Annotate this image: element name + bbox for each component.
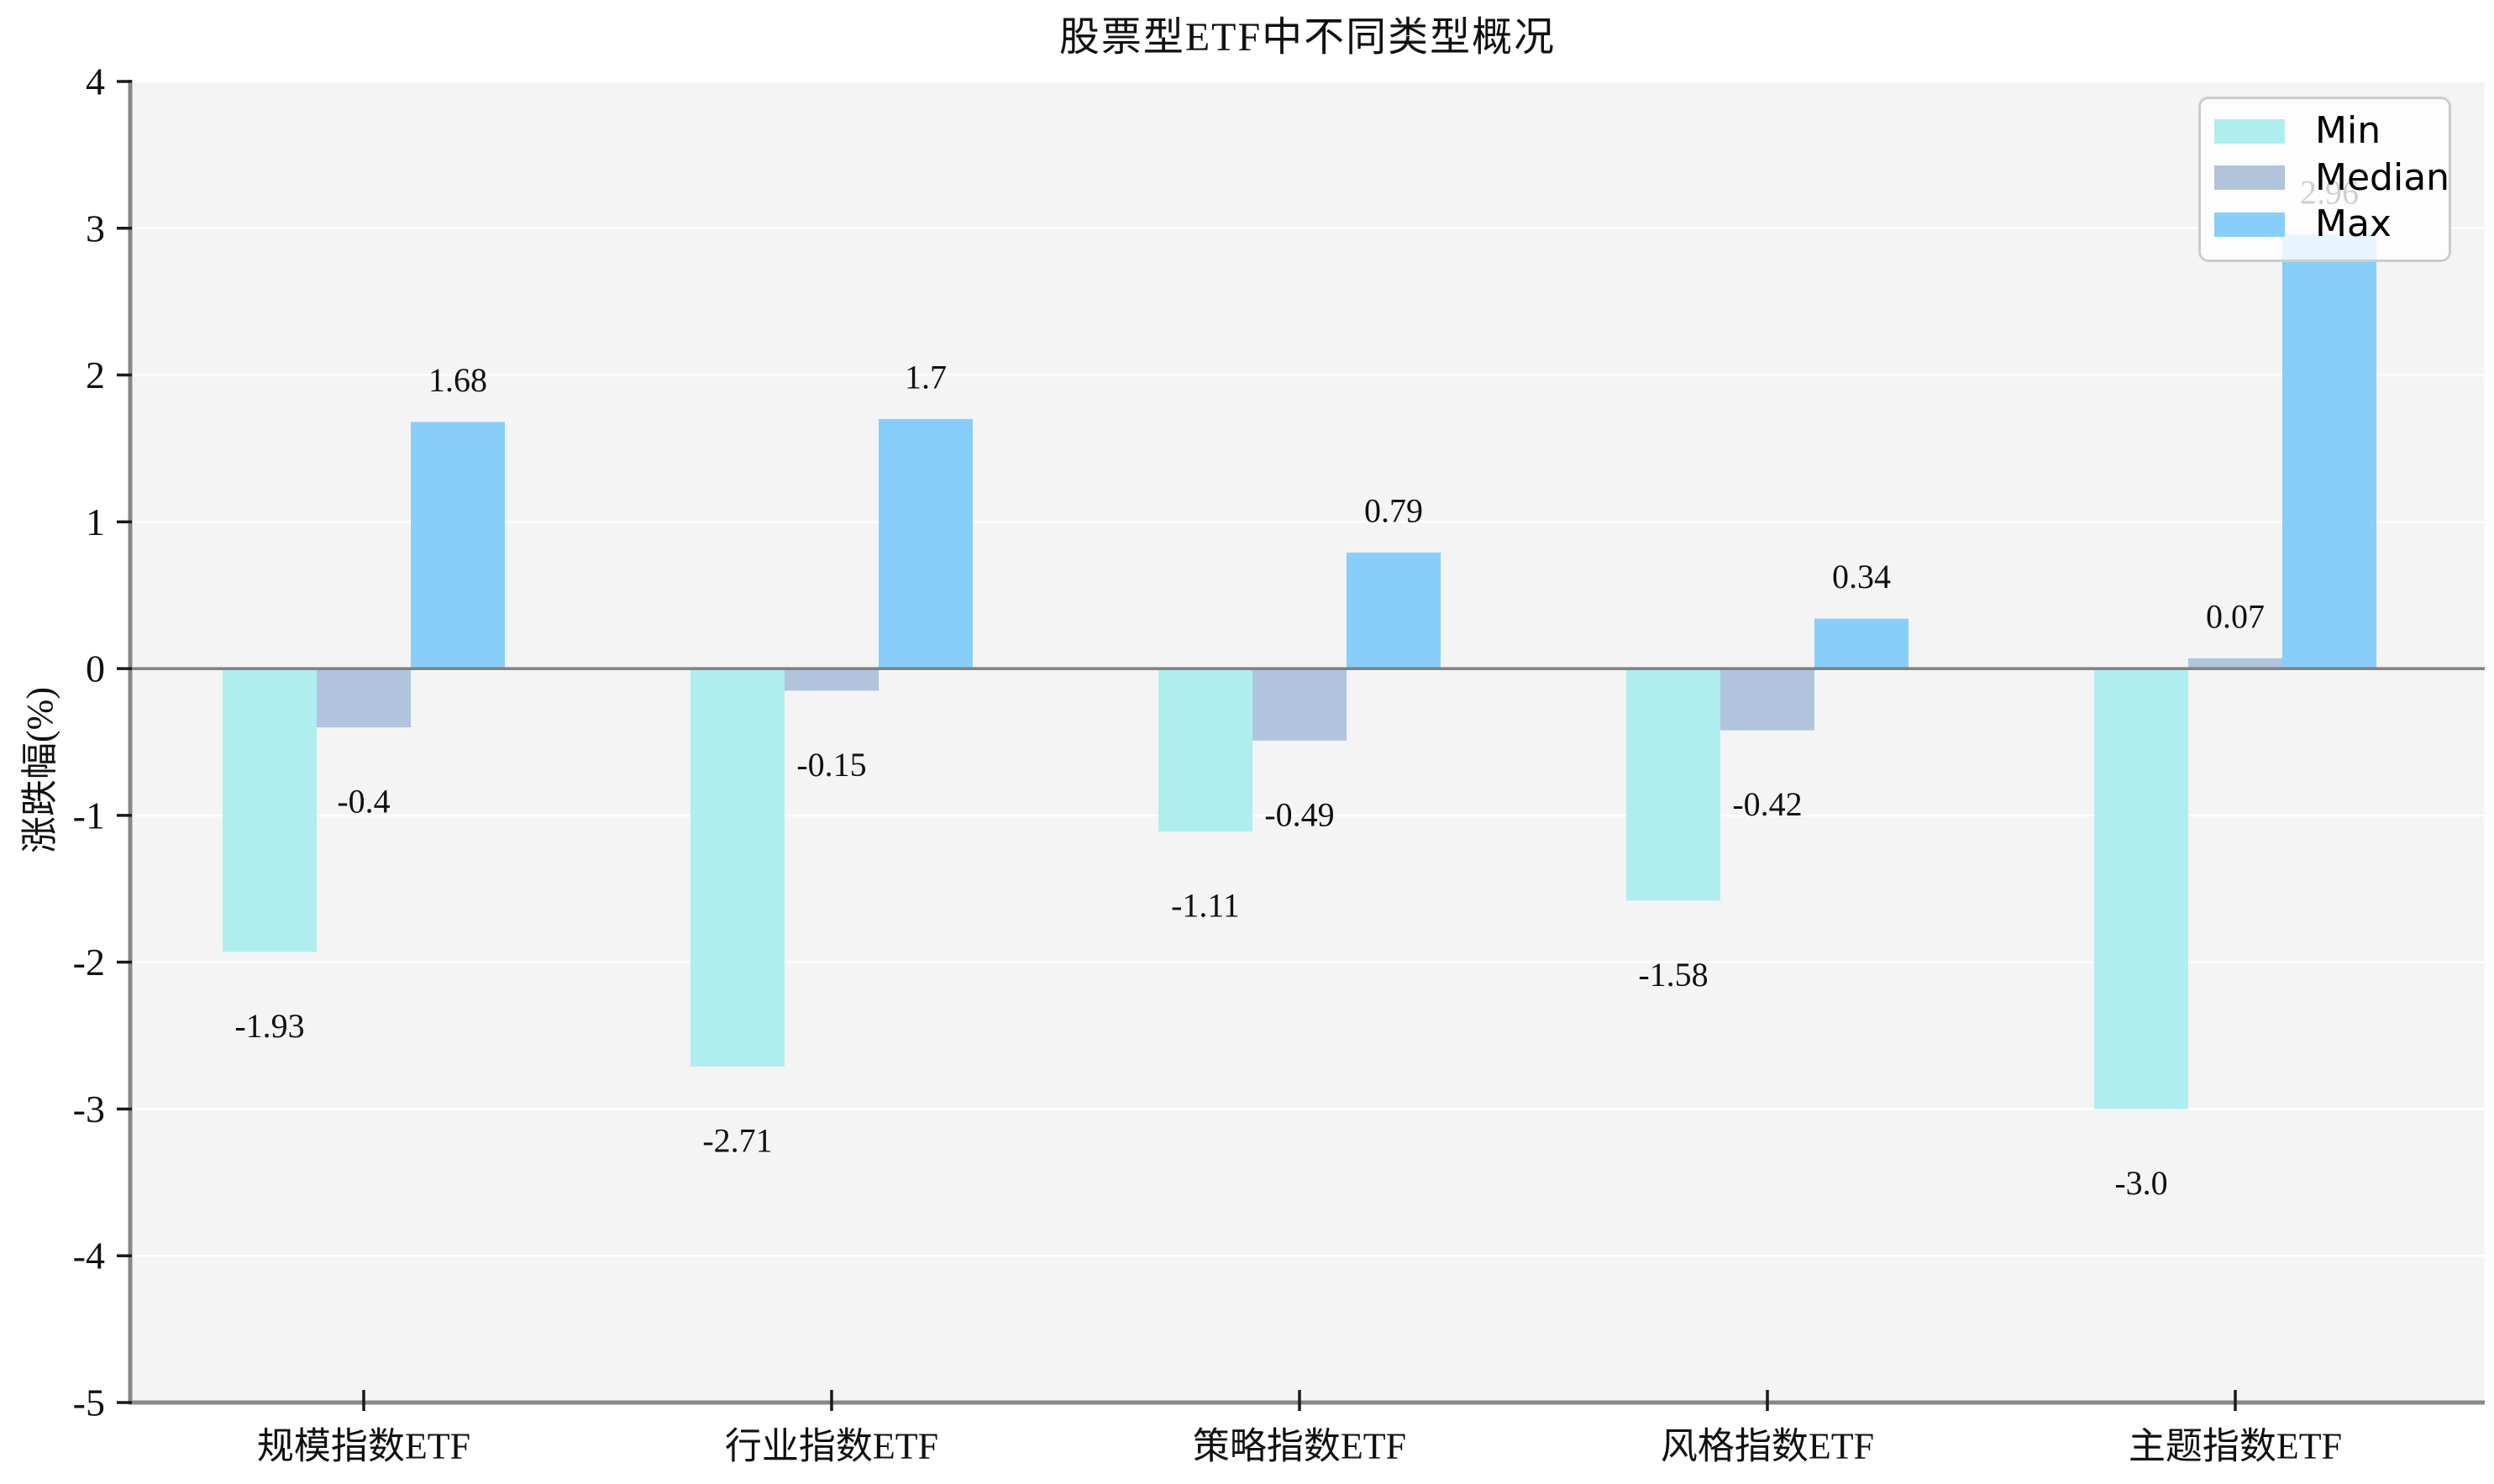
chart-title: 股票型ETF中不同类型概况 bbox=[1058, 15, 1557, 60]
legend-label-min: Min bbox=[2315, 109, 2381, 152]
y-tick-label-2: 2 bbox=[86, 354, 105, 396]
x-tick-label-2: 策略指数ETF bbox=[1193, 1426, 1406, 1467]
y-tick-label--1: -1 bbox=[73, 794, 105, 836]
bar-value-label-min-1: -2.71 bbox=[702, 1121, 772, 1159]
legend-label-max: Max bbox=[2315, 202, 2392, 245]
bar-min-3 bbox=[1626, 669, 1720, 901]
bar-max-2 bbox=[1347, 553, 1441, 669]
bar-value-label-max-3: 0.34 bbox=[1832, 558, 1891, 595]
legend-item-median: Median bbox=[2214, 159, 2449, 197]
bar-median-2 bbox=[1252, 669, 1347, 741]
bar-min-2 bbox=[1158, 669, 1252, 832]
bar-value-label-median-2: -0.49 bbox=[1264, 795, 1334, 833]
x-tick-label-1: 行业指数ETF bbox=[725, 1426, 938, 1467]
median-series-swatch bbox=[2214, 165, 2285, 190]
x-tick-label-0: 规模指数ETF bbox=[257, 1426, 470, 1467]
legend-item-min: Min bbox=[2214, 113, 2440, 149]
y-tick-label--2: -2 bbox=[73, 941, 105, 983]
bar-value-label-max-2: 0.79 bbox=[1364, 492, 1423, 530]
bar-value-label-median-0: -0.4 bbox=[337, 783, 390, 821]
x-tick-label-3: 风格指数ETF bbox=[1661, 1426, 1874, 1467]
bar-value-label-max-1: 1.7 bbox=[905, 358, 947, 396]
bar-max-1 bbox=[879, 418, 973, 669]
bar-max-0 bbox=[411, 422, 505, 669]
legend-label-median: Median bbox=[2315, 155, 2450, 199]
y-tick-label-3: 3 bbox=[86, 207, 105, 249]
bar-min-1 bbox=[690, 669, 785, 1067]
bar-value-label-max-0: 1.68 bbox=[428, 361, 487, 399]
bar-value-label-median-1: -0.15 bbox=[796, 746, 866, 784]
y-tick-label--4: -4 bbox=[73, 1235, 105, 1277]
bar-median-3 bbox=[1720, 669, 1814, 731]
max-series-swatch bbox=[2214, 212, 2285, 237]
y-tick-label--3: -3 bbox=[73, 1088, 105, 1130]
plot-background bbox=[130, 81, 2485, 1403]
bar-value-label-min-0: -1.93 bbox=[234, 1007, 304, 1045]
legend-item-max: Max bbox=[2214, 206, 2440, 243]
bar-min-0 bbox=[223, 669, 317, 952]
bar-max-4 bbox=[2282, 233, 2376, 669]
legend: Min Median Max bbox=[2198, 97, 2451, 262]
bar-value-label-min-4: -3.0 bbox=[2114, 1164, 2167, 1202]
bar-max-3 bbox=[1814, 618, 1909, 669]
bar-value-label-min-2: -1.11 bbox=[1171, 887, 1240, 925]
y-tick-label--5: -5 bbox=[73, 1382, 105, 1424]
y-tick-label-0: 0 bbox=[86, 648, 105, 690]
x-tick-label-4: 主题指数ETF bbox=[2129, 1426, 2342, 1467]
bar-value-label-min-3: -1.58 bbox=[1638, 956, 1708, 994]
min-series-swatch bbox=[2214, 118, 2285, 144]
bar-median-4 bbox=[2188, 658, 2282, 669]
bar-median-1 bbox=[785, 669, 879, 691]
bar-value-label-median-3: -0.42 bbox=[1732, 785, 1802, 823]
y-tick-label-1: 1 bbox=[86, 501, 105, 543]
bar-value-label-median-4: 0.07 bbox=[2206, 597, 2265, 635]
bar-min-4 bbox=[2094, 669, 2188, 1109]
y-tick-label-4: 4 bbox=[86, 60, 105, 103]
bar-median-0 bbox=[317, 669, 411, 728]
